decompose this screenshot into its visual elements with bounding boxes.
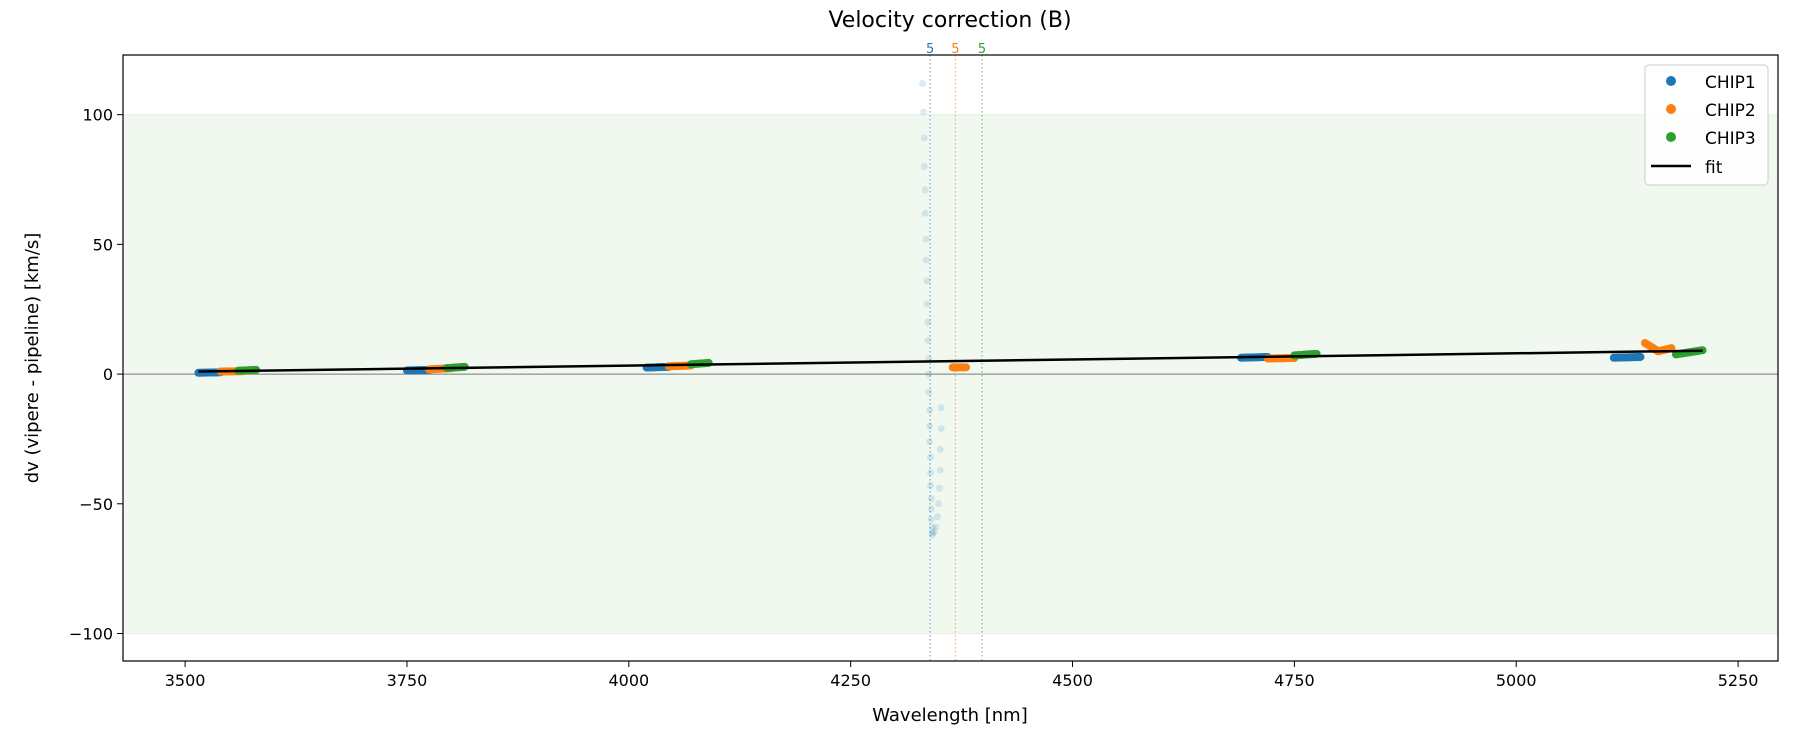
rejected-point bbox=[930, 528, 938, 536]
y-tick-label: 0 bbox=[103, 365, 113, 384]
rejected-point bbox=[928, 528, 936, 536]
rejected-point bbox=[925, 388, 933, 396]
rejected-point bbox=[926, 406, 934, 414]
legend-label-fit: fit bbox=[1705, 158, 1723, 178]
y-tick-label: −100 bbox=[69, 625, 113, 644]
y-axis-label: dv (vipere - pipeline) [km/s] bbox=[22, 233, 43, 484]
rejected-point bbox=[922, 256, 930, 264]
rejected-point bbox=[927, 505, 935, 513]
rejected-point bbox=[922, 235, 930, 243]
rejected-point bbox=[926, 422, 934, 430]
legend-label-chip1: CHIP1 bbox=[1705, 73, 1756, 93]
rejected-point bbox=[920, 134, 928, 142]
data-point-chip1 bbox=[1636, 352, 1645, 361]
x-axis-ticks: 3500 3750 4000 4250 4500 4750 5000 5250 bbox=[165, 661, 1759, 690]
x-tick-label: 5000 bbox=[1496, 671, 1537, 690]
rejected-point bbox=[919, 108, 927, 116]
legend-label-chip2: CHIP2 bbox=[1705, 101, 1756, 121]
rejected-point bbox=[926, 438, 934, 446]
plot-area: 5 5 5 bbox=[122, 42, 1779, 661]
x-tick-label: 4250 bbox=[830, 671, 871, 690]
rejected-point bbox=[923, 300, 931, 308]
rejected-point bbox=[924, 318, 932, 326]
x-tick-label: 3500 bbox=[165, 671, 206, 690]
rejected-point bbox=[935, 500, 943, 508]
x-tick-label: 3750 bbox=[387, 671, 428, 690]
rejected-point bbox=[921, 209, 929, 217]
rejected-point bbox=[937, 425, 945, 433]
rejected-point bbox=[924, 336, 932, 344]
x-tick-label: 4000 bbox=[608, 671, 649, 690]
x-axis-label: Wavelength [nm] bbox=[872, 705, 1028, 726]
y-tick-label: 100 bbox=[82, 106, 113, 125]
rejected-point bbox=[927, 482, 935, 490]
legend-marker-chip3 bbox=[1666, 132, 1676, 142]
x-tick-label: 4500 bbox=[1052, 671, 1093, 690]
rejected-point bbox=[934, 513, 942, 521]
rejected-point bbox=[928, 523, 936, 531]
rejected-point bbox=[932, 523, 940, 531]
rejected-point bbox=[936, 445, 944, 453]
rejected-point bbox=[927, 515, 935, 523]
axes-frame bbox=[122, 54, 1779, 662]
legend-marker-chip1 bbox=[1666, 76, 1676, 86]
rejected-point bbox=[935, 484, 943, 492]
legend: CHIP1 CHIP2 CHIP3 fit bbox=[1644, 64, 1769, 186]
legend-box bbox=[1644, 64, 1769, 186]
marker-label: 5 bbox=[951, 42, 959, 57]
legend-label-chip3: CHIP3 bbox=[1705, 129, 1756, 149]
y-axis-ticks: −100 −50 0 50 100 bbox=[69, 106, 123, 644]
rejected-point bbox=[923, 277, 931, 285]
rejected-point bbox=[920, 163, 928, 171]
data-point-chip2 bbox=[962, 363, 971, 372]
x-tick-label: 5250 bbox=[1718, 671, 1759, 690]
chart-title: Velocity correction (B) bbox=[828, 8, 1071, 33]
legend-marker-chip2 bbox=[1666, 104, 1676, 114]
rejected-point bbox=[927, 469, 935, 477]
rejected-point bbox=[928, 531, 936, 539]
y-tick-label: −50 bbox=[79, 495, 113, 514]
rejected-point bbox=[921, 186, 929, 194]
rejected-point bbox=[936, 466, 944, 474]
rejected-point bbox=[927, 495, 935, 503]
y-tick-label: 50 bbox=[93, 235, 113, 254]
x-tick-label: 4750 bbox=[1274, 671, 1315, 690]
rejected-point bbox=[919, 80, 927, 88]
rejected-point bbox=[937, 404, 945, 412]
marker-label: 5 bbox=[926, 42, 934, 57]
rejected-point bbox=[927, 453, 935, 461]
marker-label: 5 bbox=[978, 42, 986, 57]
rejected-point bbox=[925, 370, 933, 378]
data-point-chip3 bbox=[1698, 346, 1707, 355]
fit-line bbox=[198, 349, 1703, 373]
